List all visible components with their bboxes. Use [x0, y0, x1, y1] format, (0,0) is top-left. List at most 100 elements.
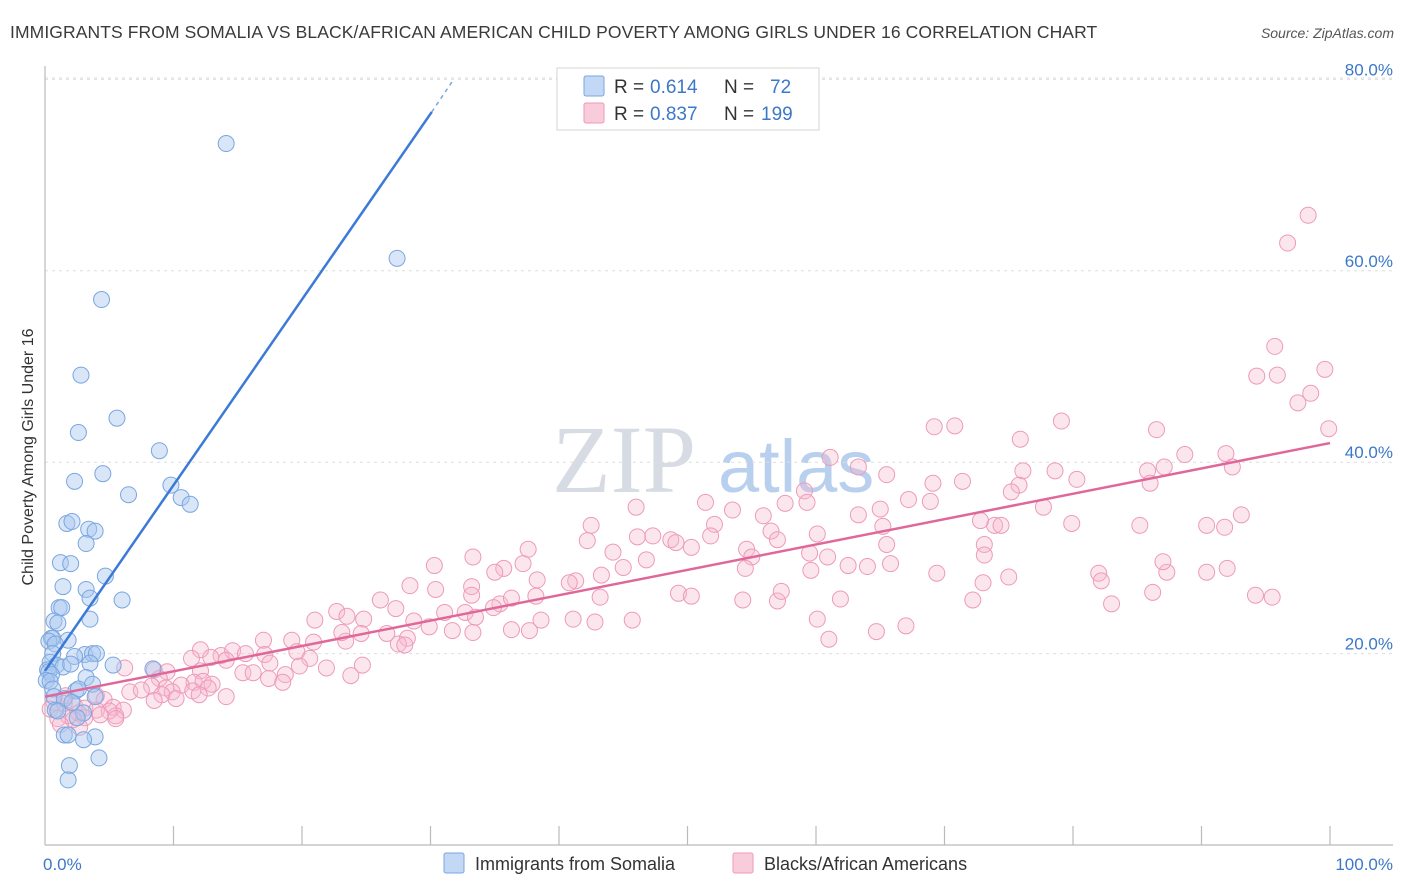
point-blacks-african-americans-94 — [1092, 572, 1110, 590]
point-blacks-african-americans-203 — [107, 710, 125, 728]
point-immigrants-from-somalia-68 — [75, 731, 93, 749]
point-blacks-african-americans-14 — [1176, 446, 1194, 464]
point-blacks-african-americans-35 — [776, 494, 794, 512]
point-immigrants-from-somalia-44 — [81, 654, 99, 672]
point-blacks-african-americans-11 — [946, 417, 964, 435]
point-blacks-african-americans-105 — [831, 590, 849, 608]
point-immigrants-from-somalia-65 — [55, 726, 73, 744]
point-immigrants-from-somalia-43 — [62, 655, 80, 673]
point-blacks-african-americans-48 — [1216, 518, 1234, 536]
chart-title: IMMIGRANTS FROM SOMALIA VS BLACK/AFRICAN… — [10, 22, 1098, 42]
point-blacks-african-americans-130 — [306, 611, 324, 629]
point-blacks-african-americans-47 — [1063, 514, 1081, 532]
y-tick-label-20: 20.0% — [1345, 635, 1393, 654]
point-immigrants-from-somalia-60 — [63, 693, 81, 711]
point-blacks-african-americans-3 — [1316, 360, 1334, 378]
point-blacks-african-americans-71 — [975, 546, 993, 564]
point-blacks-african-americans-22 — [1068, 470, 1086, 488]
point-blacks-african-americans-13 — [1011, 430, 1029, 448]
point-blacks-african-americans-112 — [591, 588, 609, 606]
point-blacks-african-americans-123 — [355, 610, 373, 628]
legend-label-blacks-african-americans: Blacks/African Americans — [764, 854, 967, 874]
point-blacks-african-americans-55 — [808, 525, 826, 543]
watermark-zip: ZIP — [552, 406, 696, 513]
point-blacks-african-americans-108 — [1246, 586, 1264, 604]
point-blacks-african-americans-211 — [867, 623, 885, 641]
point-blacks-african-americans-156 — [261, 654, 279, 672]
point-blacks-african-americans-33 — [871, 500, 889, 518]
trend-line-immigrants-from-somalia — [43, 111, 433, 672]
point-immigrants-from-somalia-59 — [86, 688, 104, 706]
point-immigrants-from-somalia-1 — [388, 249, 406, 267]
point-blacks-african-americans-37 — [627, 498, 645, 516]
point-blacks-african-americans-53 — [582, 516, 600, 534]
point-blacks-african-americans-104 — [768, 592, 786, 610]
point-blacks-african-americans-164 — [244, 664, 262, 682]
point-immigrants-from-somalia-5 — [69, 424, 87, 442]
point-blacks-african-americans-34 — [921, 492, 939, 510]
point-blacks-african-americans-25 — [878, 466, 896, 484]
point-immigrants-from-somalia-19 — [62, 555, 80, 573]
point-blacks-african-americans-111 — [772, 582, 790, 600]
point-blacks-african-americans-42 — [754, 507, 772, 525]
point-blacks-african-americans-57 — [644, 527, 662, 545]
point-blacks-african-americans-40 — [1232, 506, 1250, 524]
point-blacks-african-americans-107 — [1144, 583, 1162, 601]
point-blacks-african-americans-93 — [974, 574, 992, 592]
legend-r-value-2: 0.837 — [650, 104, 698, 125]
point-blacks-african-americans-90 — [560, 574, 578, 592]
point-blacks-african-americans-76 — [736, 559, 754, 577]
point-blacks-african-americans-88 — [592, 566, 610, 584]
point-blacks-african-americans-99 — [463, 578, 481, 596]
point-blacks-african-americans-80 — [614, 558, 632, 576]
point-blacks-african-americans-109 — [1263, 588, 1281, 606]
point-blacks-african-americans-87 — [528, 571, 546, 589]
point-immigrants-from-somalia-69 — [90, 749, 108, 767]
point-blacks-african-americans-101 — [670, 584, 688, 602]
point-blacks-african-americans-120 — [387, 600, 405, 618]
point-blacks-african-americans-209 — [820, 630, 838, 648]
legend-r-label-1: R = — [614, 77, 644, 98]
y-tick-label-60: 60.0% — [1345, 252, 1393, 271]
point-blacks-african-americans-144 — [389, 635, 407, 653]
point-blacks-african-americans-137 — [464, 624, 482, 642]
series-blacks-african-americans — [41, 206, 1338, 736]
series-immigrants-from-somalia — [37, 135, 406, 789]
point-blacks-african-americans-129 — [586, 613, 604, 631]
point-blacks-african-americans-46 — [1131, 516, 1149, 534]
point-blacks-african-americans-83 — [1158, 563, 1176, 581]
point-blacks-african-americans-102 — [682, 587, 700, 605]
axis-ticks — [172, 826, 1331, 845]
point-blacks-african-americans-182 — [167, 690, 185, 708]
y-tick-label-80: 80.0% — [1345, 60, 1393, 79]
point-blacks-african-americans-159 — [353, 656, 371, 674]
legend-r-label-2: R = — [614, 104, 644, 125]
point-blacks-african-americans-9 — [1148, 421, 1166, 439]
legend-n-label-1: N = — [724, 77, 754, 98]
point-blacks-african-americans-81 — [486, 563, 504, 581]
point-blacks-african-americans-85 — [1198, 563, 1216, 581]
point-blacks-african-americans-97 — [1000, 568, 1018, 586]
point-immigrants-from-somalia-64 — [68, 709, 86, 727]
point-blacks-african-americans-133 — [520, 622, 538, 640]
point-blacks-african-americans-127 — [564, 610, 582, 628]
point-blacks-african-americans-122 — [338, 607, 356, 625]
point-blacks-african-americans-31 — [798, 493, 816, 511]
source-credit: Source: ZipAtlas.com — [1260, 25, 1394, 41]
legend-label-immigrants-from-somalia: Immigrants from Somalia — [475, 854, 676, 874]
point-blacks-african-americans-78 — [858, 558, 876, 576]
legend-swatch-somalia — [583, 75, 605, 97]
point-blacks-african-americans-171 — [260, 669, 278, 687]
point-blacks-african-americans-188 — [145, 691, 163, 709]
point-blacks-african-americans-121 — [328, 602, 346, 620]
point-blacks-african-americans-132 — [502, 621, 520, 639]
point-blacks-african-americans-82 — [802, 561, 820, 579]
point-blacks-african-americans-67 — [519, 540, 537, 558]
point-blacks-african-americans-126 — [532, 611, 550, 629]
point-blacks-african-americans-119 — [371, 591, 389, 609]
point-immigrants-from-somalia-21 — [54, 578, 72, 596]
point-blacks-african-americans-91 — [882, 555, 900, 573]
legend-swatch-blacks-african-americans — [732, 852, 754, 874]
point-immigrants-from-somalia-22 — [77, 580, 95, 598]
y-tick-label-40: 40.0% — [1345, 443, 1393, 462]
